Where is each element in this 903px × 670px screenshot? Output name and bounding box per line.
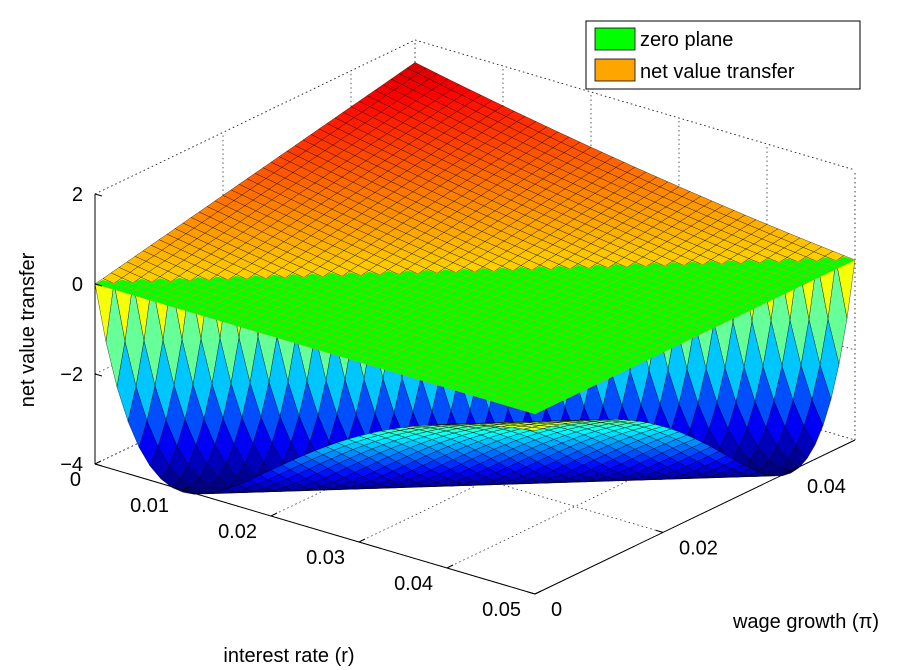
tick-labels: 0 0.01 0.02 0.03 0.04 0.05 0 0.02 0.04 −4 −2 0 2 [60,184,846,621]
surface-patch [482,261,503,272]
surface-patch [178,270,199,282]
legend: zero plane net value transfer [585,20,861,90]
y-tick-label: 0.02 [679,537,718,559]
surface-plot [94,62,856,495]
surface-patch [615,257,636,268]
y-tick-mark [783,468,792,472]
x-axis-label: interest rate (r) [223,645,354,667]
y-tick-label: 0.04 [807,476,846,498]
surface-patch [368,264,389,276]
surface-patch [824,251,845,261]
y-tick-label: 0 [551,599,562,621]
x-tick-mark [94,460,102,465]
z-tick-mark [94,463,103,467]
legend-swatch-zero-plane [594,27,636,51]
legend-swatch-net-value-transfer [594,58,636,82]
z-tick-mark [94,283,103,287]
z-tick-label: −4 [60,454,83,476]
surface-patch [311,266,332,277]
surface-patch [501,260,522,271]
x-tick-mark [534,590,542,595]
surface-patch [197,269,218,281]
z-tick-label: −2 [60,364,83,386]
legend-label-zero-plane: zero plane [640,29,733,51]
surface-patch [520,260,541,271]
x-tick-label: 0.05 [482,599,521,621]
z-tick-mark [94,193,103,197]
surface-patch [349,265,370,276]
y-axis-line [534,439,856,595]
surface-patch [387,264,408,275]
surface-patch [634,256,655,267]
legend-label-net-value-transfer: net value transfer [640,61,795,83]
surface-patch [786,252,807,262]
surface-patch [254,268,275,279]
surface-patch [729,253,750,264]
surface-patch [523,427,544,431]
z-tick-label: 2 [72,184,83,206]
surface-patch [406,263,427,274]
surface-patch [140,271,161,283]
surface-patch [292,267,313,278]
x-tick-mark [270,512,278,517]
y-tick-mark [655,529,664,533]
surface-patch [596,257,617,268]
surface-patch [159,271,180,282]
surface-patch [805,251,826,262]
x-tick-label: 0.03 [306,547,345,569]
surface-patch [539,259,560,270]
z-axis-label: net value transfer [17,252,39,407]
surface-patch [558,259,579,270]
surface-patch [463,261,484,273]
surface-patch [767,252,788,263]
surface-patch [691,255,712,265]
x-tick-mark [446,564,454,569]
surface-patch [653,256,674,267]
surface-patch [102,272,123,284]
surface-patch [748,253,769,264]
x-tick-label: 0.01 [130,495,169,517]
x-tick-label: 0.02 [218,521,257,543]
surface-patch [273,267,294,279]
surface-patch [216,269,237,280]
surface-patch [330,265,351,277]
surface-patch [577,258,598,269]
zero-plane-patch [523,406,544,415]
axis-lines [94,194,856,595]
surface-patch [425,263,446,274]
z-tick-label: 0 [72,274,83,296]
surface-patch [121,272,142,283]
surface-patch [235,268,256,280]
z-tick-mark [94,373,103,377]
surface-patch [444,262,465,273]
x-tick-label: 0.04 [394,573,433,595]
x-tick-mark [182,486,190,491]
y-axis-label: wage growth (π) [732,611,879,633]
y-tick-mark [527,591,536,595]
x-tick-mark [358,538,366,543]
x-axis-line [94,463,536,595]
surface-patch [672,255,693,266]
surface-patch [710,254,731,265]
x-tick-label: 0 [70,469,81,491]
